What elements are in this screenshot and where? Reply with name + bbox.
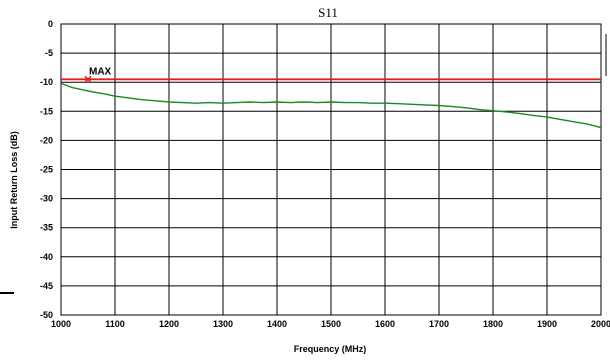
chart-title: S11 — [318, 5, 338, 20]
x-tick-label: 1400 — [267, 319, 287, 329]
y-tick-label: -35 — [40, 223, 53, 233]
x-tick-label: 1300 — [213, 319, 233, 329]
y-tick-label: -45 — [40, 281, 53, 291]
series-layer — [60, 78, 602, 129]
y-tick-label: -5 — [45, 48, 53, 58]
x-tick-label: 1000 — [51, 319, 71, 329]
x-tick-label: 1200 — [159, 319, 179, 329]
y-axis-label: Input Return Loss (dB) — [9, 131, 19, 229]
x-tick-label: 2000 — [591, 319, 610, 329]
y-tick-label: -10 — [40, 77, 53, 87]
x-axis-ticks: 1000 1100 1200 1300 1400 1500 1600 1700 1800 1900… — [51, 319, 610, 329]
y-tick-label: -25 — [40, 165, 53, 175]
y-tick-label: -40 — [40, 252, 53, 262]
max-marker — [84, 75, 92, 83]
x-tick-label: 1600 — [375, 319, 395, 329]
x-tick-label: 1100 — [105, 319, 125, 329]
x-tick-label: 1800 — [483, 319, 503, 329]
y-tick-label: -30 — [40, 194, 53, 204]
s11-trace — [60, 82, 602, 129]
grid — [60, 23, 602, 316]
x-tick-label: 1900 — [537, 319, 557, 329]
x-tick-label: 1700 — [429, 319, 449, 329]
y-tick-label: -20 — [40, 135, 53, 145]
max-annotation-label: MAX — [89, 66, 112, 77]
y-axis-ticks: 0 -5 -10 -15 -20 -25 -30 -35 -40 -45 -50 — [40, 19, 53, 320]
x-tick-label: 1500 — [321, 319, 341, 329]
y-tick-label: -15 — [40, 106, 53, 116]
x-axis-label: Frequency (MHz) — [294, 344, 367, 354]
annotations: MAX — [84, 66, 112, 83]
plot-area — [60, 23, 602, 316]
y-tick-label: -50 — [40, 310, 53, 320]
y-tick-label: 0 — [48, 19, 53, 29]
